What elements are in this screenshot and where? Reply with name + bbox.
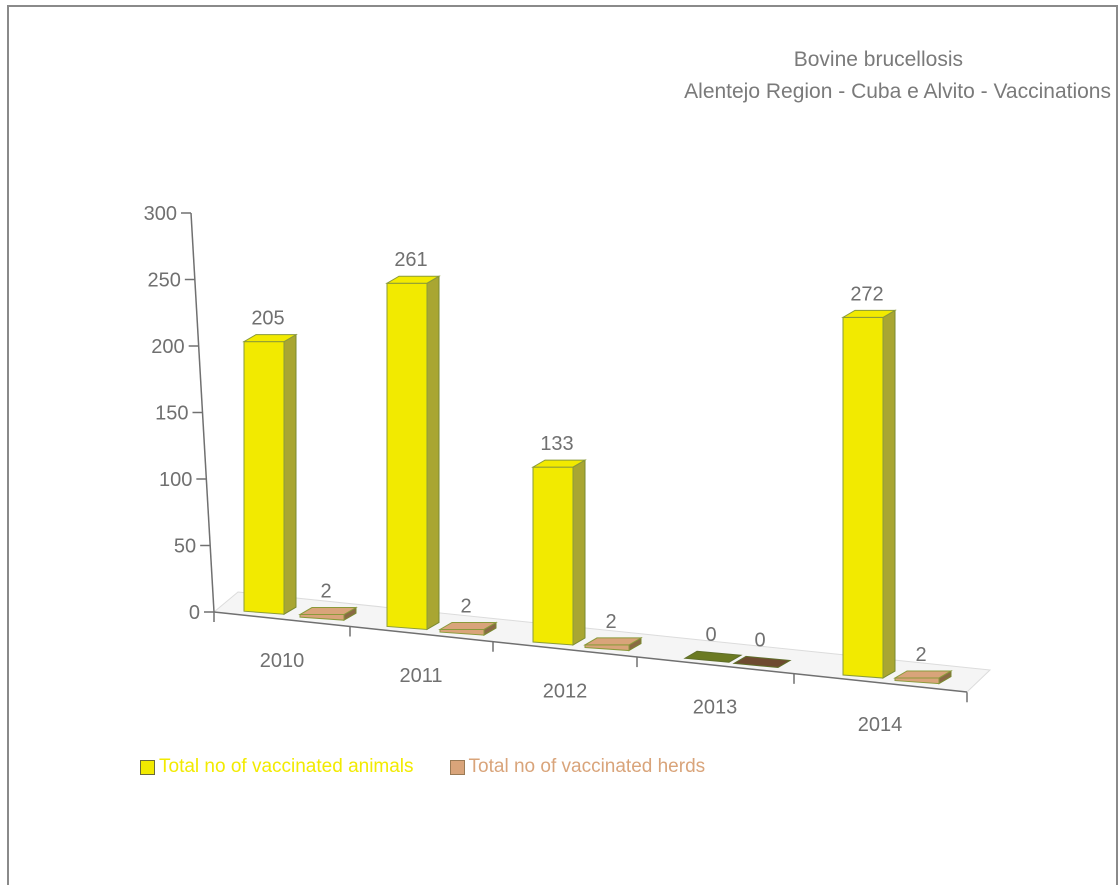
bar-animals [386,282,428,630]
x-tick-label: 2012 [543,680,588,702]
bar-animals [243,341,285,615]
x-tick-label: 2011 [399,665,442,687]
x-tick-label: 2010 [260,650,305,672]
data-label-herds: 0 [754,629,765,651]
bar-animals [532,466,574,646]
chart-legend: Total no of vaccinated animals Total no … [140,756,705,778]
bar-animals-side [882,309,896,679]
y-tick-label: 100 [159,469,192,491]
chart-subtitle: Alentejo Region - Cuba e Alvito - Vaccin… [684,80,1111,103]
bar-herds-top [583,637,643,646]
data-label-animals: 272 [850,283,883,305]
bar-animals-top [841,309,897,318]
bar-animals-top [242,334,298,343]
bar-animals-side [572,459,586,646]
y-tick-label: 0 [189,602,200,624]
y-tick-label: 150 [155,403,188,425]
y-tick-label: 50 [174,536,196,558]
legend-label-herds: Total no of vaccinated herds [468,756,706,777]
legend-item-herds: Total no of vaccinated herds [449,756,706,778]
bar-animals [683,650,743,663]
y-tick-label: 300 [144,203,177,225]
chart-frame [7,5,1118,885]
bar-herds [732,655,792,668]
x-tick-label: 2014 [858,714,903,736]
bar-animals-side [283,333,297,616]
bar-herds-top [438,621,498,630]
bar-herds-top [298,607,358,616]
data-label-animals: 0 [705,624,716,646]
x-tick-label: 2013 [693,696,738,718]
legend-swatch-animals [140,759,155,775]
data-label-animals: 261 [394,249,427,271]
data-label-herds: 2 [460,595,471,617]
bar-herds-top [893,670,953,679]
bar-animals-top [385,275,441,284]
data-label-herds: 2 [915,644,926,666]
legend-label-animals: Total no of vaccinated animals [159,756,414,777]
data-label-herds: 2 [605,611,616,633]
data-label-animals: 133 [540,433,573,455]
legend-item-animals: Total no of vaccinated animals [140,756,414,778]
y-tick-label: 200 [151,336,184,358]
data-label-animals: 205 [251,308,284,330]
bar-animals-top [531,459,587,468]
data-label-herds: 2 [320,581,331,603]
x-axis-line [213,611,968,693]
bar-animals [842,316,884,679]
chart-title: Bovine brucellosis [793,48,963,71]
legend-swatch-herds [449,759,465,775]
y-tick-label: 250 [147,270,180,292]
bar-animals-side [426,275,440,631]
